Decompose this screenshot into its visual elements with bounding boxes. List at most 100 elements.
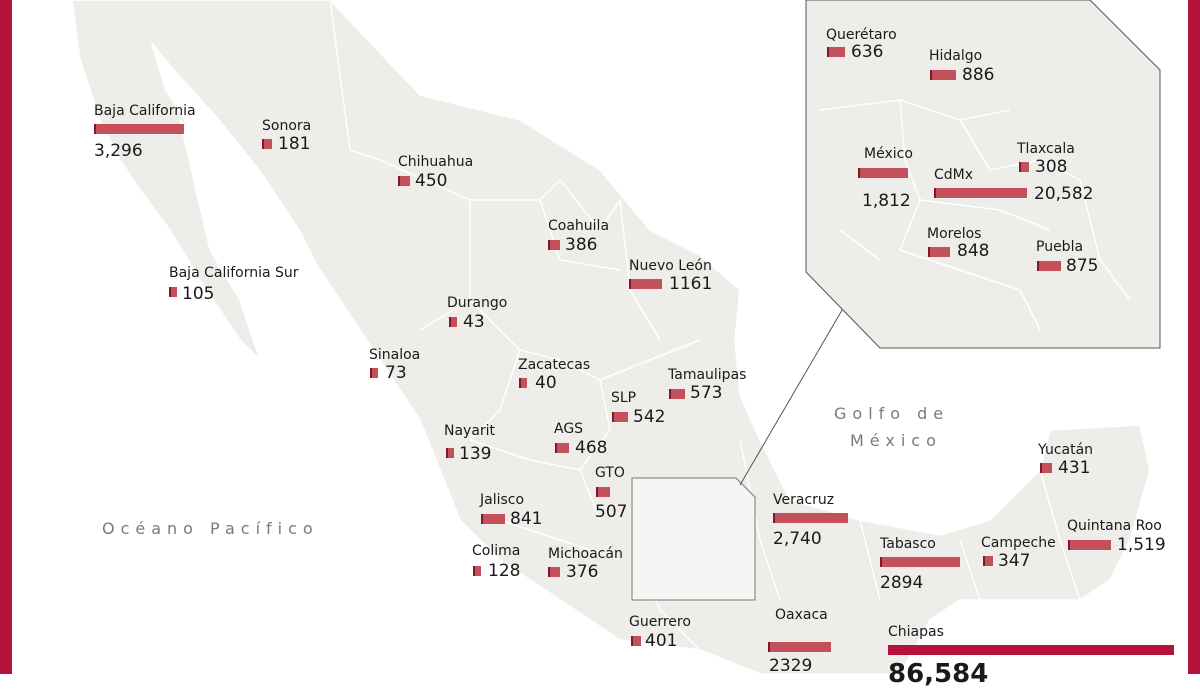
state-value-jalisco: 841 <box>510 509 543 529</box>
state-bar-tamaulipas <box>669 389 685 399</box>
pacific-ocean-label: Océano Pacífico <box>102 519 319 538</box>
state-label-tabasco: Tabasco <box>880 536 936 552</box>
state-value-guerrero: 401 <box>645 631 678 651</box>
state-borders <box>329 0 1081 651</box>
state-bar-gto <box>596 487 610 497</box>
state-bar-baja-california <box>94 124 184 134</box>
inset-bar-cdmx <box>934 188 1027 198</box>
inset-bar-mexico <box>858 168 908 178</box>
state-label-campeche: Campeche <box>981 535 1056 551</box>
inset-bar-puebla <box>1037 261 1061 271</box>
state-label-nuevo-leon: Nuevo León <box>629 258 712 274</box>
state-value-ags: 468 <box>575 438 608 458</box>
state-value-sonora: 181 <box>278 134 311 154</box>
state-bar-veracruz <box>773 513 848 523</box>
state-label-guerrero: Guerrero <box>629 614 691 630</box>
state-value-baja-california: 3,296 <box>94 141 143 161</box>
inset-bar-queretaro <box>827 47 845 57</box>
state-bar-chihuahua <box>398 176 410 186</box>
gulf-label-line1: Golfo de <box>834 404 950 423</box>
state-value-durango: 43 <box>463 312 485 332</box>
state-bar-ags <box>555 443 569 453</box>
state-label-yucatan: Yucatán <box>1038 442 1094 458</box>
inset-label-mexico: México <box>864 146 913 162</box>
state-label-zacatecas: Zacatecas <box>518 357 591 373</box>
inset-value-puebla: 875 <box>1066 256 1099 276</box>
state-value-oaxaca: 2329 <box>769 656 813 676</box>
state-value-nayarit: 139 <box>459 444 492 464</box>
state-label-jalisco: Jalisco <box>480 492 525 508</box>
state-label-tamaulipas: Tamaulipas <box>668 367 747 383</box>
state-bar-tabasco <box>880 557 960 567</box>
state-value-chihuahua: 450 <box>415 171 448 191</box>
state-label-chihuahua: Chihuahua <box>398 154 474 170</box>
state-label-colima: Colima <box>472 543 521 559</box>
state-label-slp: SLP <box>611 390 637 406</box>
state-bar-colima <box>473 566 481 576</box>
state-label-baja-california: Baja California <box>94 103 196 119</box>
state-value-yucatan: 431 <box>1058 458 1091 478</box>
state-value-tabasco: 2894 <box>880 573 924 593</box>
inset-connector-line <box>739 304 846 486</box>
inset-bar-tlaxcala <box>1019 162 1029 172</box>
inset-bar-morelos <box>928 247 950 257</box>
state-bar-sonora <box>262 139 272 149</box>
state-bar-durango <box>449 317 457 327</box>
mexico-map <box>71 0 1161 674</box>
state-label-gto: GTO <box>595 465 625 481</box>
state-bar-slp <box>612 412 628 422</box>
state-value-baja-california-sur: 105 <box>182 284 215 304</box>
inset-value-mexico: 1,812 <box>862 191 911 211</box>
inset-label-hidalgo: Hidalgo <box>929 48 983 64</box>
right-frame-border <box>1188 0 1200 674</box>
state-value-campeche: 347 <box>998 551 1031 571</box>
state-label-ags: AGS <box>554 421 584 437</box>
inset-label-cdmx: CdMx <box>934 167 974 183</box>
state-value-gto: 507 <box>595 502 628 522</box>
gulf-label-line2: México <box>850 431 942 450</box>
state-bar-guerrero <box>631 636 641 646</box>
state-label-chiapas: Chiapas <box>888 624 944 640</box>
state-bar-nuevo-leon <box>629 279 662 289</box>
state-bar-quintana-roo <box>1068 540 1111 550</box>
inset-borders <box>819 99 1131 331</box>
inset-value-morelos: 848 <box>957 241 990 261</box>
state-label-coahuila: Coahuila <box>548 218 610 234</box>
state-value-chiapas: 86,584 <box>888 659 989 689</box>
state-bar-coahuila <box>548 240 560 250</box>
state-label-nayarit: Nayarit <box>444 423 496 439</box>
state-bar-sinaloa <box>370 368 378 378</box>
inset-label-tlaxcala: Tlaxcala <box>1017 141 1075 157</box>
state-value-sinaloa: 73 <box>385 363 407 383</box>
inset-label-morelos: Morelos <box>927 226 982 242</box>
gulf-of-california <box>150 40 330 290</box>
state-value-colima: 128 <box>488 561 521 581</box>
state-label-baja-california-sur: Baja California Sur <box>169 265 299 281</box>
state-value-michoacan: 376 <box>566 562 599 582</box>
state-label-durango: Durango <box>447 295 508 311</box>
state-value-zacatecas: 40 <box>535 373 557 393</box>
mainland-shape <box>71 0 1151 674</box>
inset-label-puebla: Puebla <box>1036 239 1084 255</box>
inset-label-queretaro: Querétaro <box>826 27 897 43</box>
state-bar-jalisco <box>481 514 505 524</box>
state-value-slp: 542 <box>633 407 666 427</box>
state-value-nuevo-leon: 1161 <box>669 274 713 294</box>
state-label-veracruz: Veracruz <box>773 492 835 508</box>
state-value-veracruz: 2,740 <box>773 529 822 549</box>
state-bar-yucatan <box>1040 463 1052 473</box>
state-label-oaxaca: Oaxaca <box>775 607 828 623</box>
inset-value-queretaro: 636 <box>851 42 884 62</box>
state-value-quintana-roo: 1,519 <box>1117 535 1166 555</box>
inset-bar-hidalgo <box>930 70 956 80</box>
state-label-quintana-roo: Quintana Roo <box>1067 518 1162 534</box>
state-bar-oaxaca <box>768 642 831 652</box>
state-label-sonora: Sonora <box>262 118 312 134</box>
inset-highlight <box>631 477 756 601</box>
inset-value-tlaxcala: 308 <box>1035 157 1068 177</box>
state-bar-chiapas <box>888 645 1174 655</box>
state-bar-zacatecas <box>519 378 527 388</box>
state-bar-michoacan <box>548 567 560 577</box>
left-frame-border <box>0 0 12 674</box>
state-bar-baja-california-sur <box>169 287 177 297</box>
